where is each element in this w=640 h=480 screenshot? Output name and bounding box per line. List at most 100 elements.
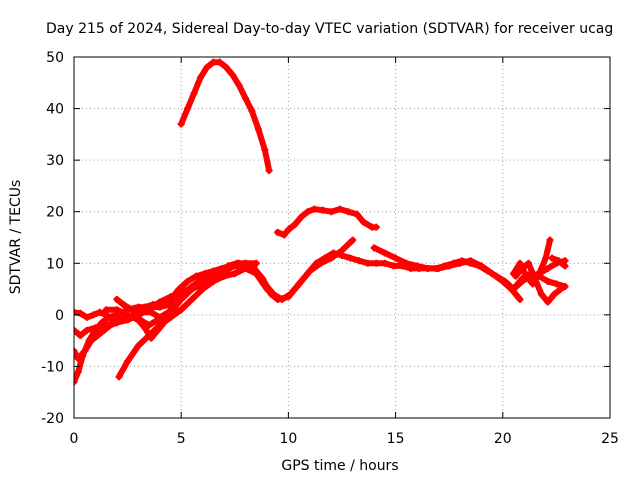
data-point-arc-10: [424, 264, 432, 272]
data-point-arc-2: [297, 213, 305, 221]
data-point-arc-5: [113, 319, 121, 327]
data-point-arc-8: [154, 326, 162, 334]
data-point-arc-6: [79, 352, 87, 360]
data-point-arc-6: [74, 378, 78, 386]
data-point-arc-9: [136, 316, 144, 324]
data-point-arc-6: [85, 337, 93, 345]
data-point-arc-13: [527, 272, 535, 280]
data-point-arc-11: [557, 285, 565, 293]
chart-title: Day 215 of 2024, Sidereal Day-to-day VTE…: [46, 21, 613, 37]
data-point-arc-6: [156, 303, 164, 311]
data-point-arc-1: [265, 166, 273, 174]
data-point-arc-13: [544, 264, 552, 272]
data-point-arc-3: [544, 277, 552, 285]
data-point-arc-2: [359, 218, 367, 226]
data-point-arc-1: [248, 107, 256, 115]
data-point-arc-9: [119, 301, 127, 309]
data-point-arc-4: [338, 246, 346, 254]
data-point-arc-4: [327, 254, 335, 262]
data-point-arc-12: [529, 280, 537, 288]
data-point-arc-6: [91, 326, 99, 334]
y-axis-title: SDTVAR / TECUs: [8, 180, 24, 295]
data-point-arc-9: [154, 316, 162, 324]
data-point-arc-6: [104, 313, 112, 321]
data-point-arc-10: [488, 270, 496, 278]
data-point-arc-11: [525, 259, 533, 267]
data-point-arc-7: [199, 285, 207, 293]
y-tick-label: 20: [46, 205, 64, 221]
data-point-arc-3: [96, 308, 104, 316]
data-point-arc-6: [74, 368, 82, 376]
data-point-arc-3: [74, 308, 78, 316]
data-point-arc-5: [259, 275, 267, 283]
data-point-arc-3: [381, 259, 389, 267]
data-point-arc-14: [561, 262, 569, 270]
grid: [74, 57, 610, 418]
data-point-arc-1: [177, 120, 185, 128]
data-point-arc-10: [477, 262, 485, 270]
data-point-arc-6: [166, 301, 174, 309]
data-point-arc-5: [100, 326, 108, 334]
data-point-arc-1: [229, 71, 237, 79]
data-point-arc-4: [166, 293, 174, 301]
data-point-arc-11: [544, 298, 552, 306]
data-point-arc-14: [548, 254, 556, 262]
data-point-arc-10: [516, 295, 524, 303]
data-point-arc-2: [310, 205, 318, 213]
data-point-arc-9: [145, 321, 153, 329]
data-point-arc-5: [106, 321, 114, 329]
x-tick-label: 0: [70, 431, 79, 447]
data-point-arc-3: [184, 277, 192, 285]
y-tick-label: -10: [41, 359, 64, 375]
data-point-arc-10: [445, 262, 453, 270]
data-point-arc-9: [160, 313, 168, 321]
x-axis-title: GPS time / hours: [281, 458, 398, 474]
data-point-arc-9: [128, 306, 136, 314]
axis-ticks: 0 5 10 15 20 25 -20 -10 0 10 20 30 40 50: [41, 50, 619, 447]
data-point-arc-5: [267, 290, 275, 298]
data-point-arc-1: [203, 63, 211, 71]
data-point-arc-1: [184, 105, 192, 113]
y-tick-label: 0: [55, 308, 64, 324]
y-tick-label: 50: [46, 50, 64, 66]
x-tick-label: 15: [387, 431, 405, 447]
data-point-arc-2: [344, 208, 352, 216]
data-point-arc-4: [317, 259, 325, 267]
data-point-arc-12: [516, 259, 524, 267]
data-point-arc-12: [546, 236, 554, 244]
data-point-arc-6: [134, 303, 142, 311]
data-point-arc-7: [209, 277, 217, 285]
x-tick-label: 25: [601, 431, 619, 447]
data-point-arc-6: [177, 295, 185, 303]
data-point-arc-3: [355, 257, 363, 265]
y-tick-label: 10: [46, 256, 64, 272]
data-point-arc-2: [304, 208, 312, 216]
data-point-arc-3: [76, 309, 84, 317]
data-series-group: [74, 58, 569, 386]
data-point-arc-8: [113, 306, 121, 314]
data-point-arc-2: [353, 210, 361, 218]
data-point-arc-8: [173, 306, 181, 314]
data-point-arc-1: [190, 89, 198, 97]
data-point-arc-12: [542, 254, 550, 262]
data-point-arc-2: [280, 231, 288, 239]
data-point-arc-12: [510, 270, 518, 278]
data-point-arc-11: [537, 290, 545, 298]
data-point-arc-6: [188, 285, 196, 293]
data-point-arc-2: [274, 228, 282, 236]
data-point-arc-8: [166, 311, 174, 319]
y-tick-label: -20: [41, 411, 64, 427]
data-point-arc-2: [336, 205, 344, 213]
data-point-arc-7: [115, 373, 123, 381]
data-point-arc-10: [381, 249, 389, 257]
data-point-arc-3: [372, 259, 380, 267]
x-tick-label: 20: [494, 431, 512, 447]
data-point-arc-2: [372, 223, 380, 231]
data-point-arc-13: [510, 285, 518, 293]
data-point-arc-6: [98, 319, 106, 327]
y-tick-label: 30: [46, 153, 64, 169]
data-point-arc-3: [552, 280, 560, 288]
data-point-arc-7: [250, 262, 258, 270]
data-point-arc-2: [327, 208, 335, 216]
y-tick-label: 40: [46, 102, 64, 118]
